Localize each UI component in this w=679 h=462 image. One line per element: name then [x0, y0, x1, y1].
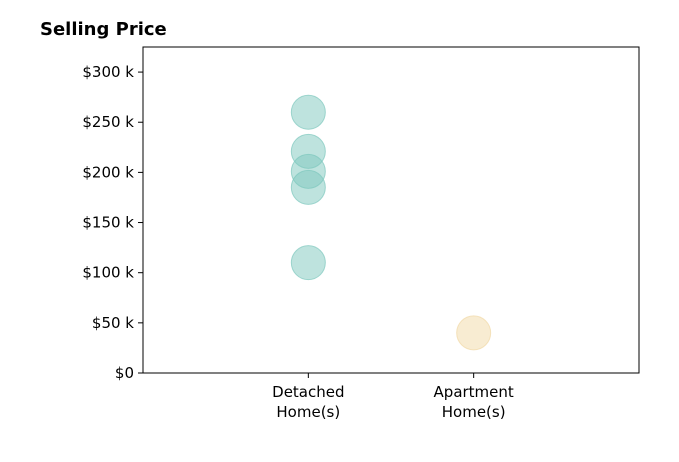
data-point: [290, 94, 326, 130]
y-tick-label: $50 k: [92, 314, 134, 332]
plot-area-frame: [142, 46, 640, 374]
data-points: [290, 94, 492, 351]
y-tick-label: $0: [115, 364, 134, 382]
data-point: [456, 315, 492, 351]
x-tick-label: Detached: [272, 383, 344, 401]
data-point: [290, 169, 326, 205]
y-tick-label: $250 k: [82, 113, 134, 131]
y-axis: $0 $50 k $100 k $150 k $200 k $250 k $300 k: [82, 63, 143, 382]
data-point: [290, 245, 326, 281]
x-tick-label: Apartment: [434, 383, 514, 401]
x-tick-label: Home(s): [442, 403, 506, 421]
y-tick-label: $200 k: [82, 163, 134, 181]
chart-title: Selling Price: [40, 19, 167, 40]
x-tick-label: Home(s): [276, 403, 340, 421]
y-tick-label: $150 k: [82, 214, 134, 232]
y-tick-label: $300 k: [82, 63, 134, 81]
y-tick-label: $100 k: [82, 264, 134, 282]
x-axis: Detached Home(s) Apartment Home(s): [272, 373, 514, 421]
